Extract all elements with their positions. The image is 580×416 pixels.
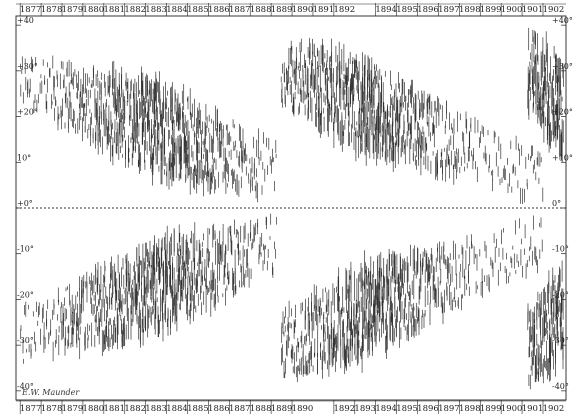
latitude-tick-label: -20° — [552, 290, 569, 299]
year-tick-label: 1884 — [166, 5, 188, 15]
year-tick-label: 1900 — [501, 5, 523, 15]
year-tick-label: 1894 — [375, 5, 397, 15]
year-tick-label: 1885 — [187, 5, 209, 15]
signature: E.W. Maunder — [21, 388, 80, 397]
year-tick-label: 1883 — [145, 404, 167, 414]
latitude-tick-label: +30° — [552, 62, 573, 71]
year-tick-label: 1882 — [124, 404, 146, 414]
year-tick-label: 1892 — [334, 404, 356, 414]
year-tick-label: 1892 — [334, 5, 356, 15]
latitude-tick-label: +0° — [17, 199, 33, 208]
left-latitude-axis: +40 +30° +20° 10° +0° -10° -20° -30° -40° — [16, 16, 38, 392]
year-tick-label: 1891 — [313, 5, 335, 15]
latitude-tick-label: +20° — [552, 108, 573, 117]
latitude-tick-label: 0° — [552, 199, 561, 208]
year-tick-label: 1897 — [438, 404, 460, 414]
year-tick-label: 1901 — [522, 404, 544, 414]
top-year-axis: 1877 1878 1879 1880 1881 1882 1883 1884 1885 1886… — [16, 3, 566, 16]
year-tick-label: 1899 — [480, 404, 502, 414]
year-tick-label: 1900 — [501, 404, 523, 414]
year-tick-label: 1895 — [396, 404, 418, 414]
year-tick-label: 1890 — [292, 404, 314, 414]
year-tick-label: 1902 — [543, 404, 565, 414]
year-tick-label: 1901 — [522, 5, 544, 15]
latitude-tick-label: -40° — [17, 382, 34, 391]
latitude-tick-label: +10° — [552, 153, 573, 162]
latitude-tick-label: +20° — [17, 108, 38, 117]
year-tick-label: 1887 — [229, 5, 251, 15]
year-tick-label: 1902 — [543, 5, 565, 15]
latitude-tick-label: -30° — [552, 336, 569, 345]
year-tick-label: 1898 — [459, 5, 481, 15]
latitude-tick-label: -10° — [552, 245, 569, 254]
right-latitude-axis: +40° +30° +20° +10° 0° -10° -20° -30° -40° — [552, 16, 573, 392]
year-tick-label: 1880 — [83, 404, 105, 414]
year-tick-label: 1890 — [292, 5, 314, 15]
bottom-year-axis: 1877 1878 1879 1880 1881 1882 1883 1884 1885 1886… — [16, 400, 566, 414]
year-tick-label: 1879 — [62, 404, 84, 414]
year-tick-label: 1894 — [375, 404, 397, 414]
sunspot-marks — [20, 27, 564, 390]
year-tick-label: 1886 — [208, 404, 230, 414]
year-tick-label: 1885 — [187, 404, 209, 414]
year-tick-label: 1897 — [438, 5, 460, 15]
year-tick-label: 1884 — [166, 404, 188, 414]
year-tick-label: 1893 — [354, 404, 376, 414]
year-tick-label: 1878 — [41, 404, 63, 414]
latitude-tick-label: -10° — [17, 245, 34, 254]
year-tick-label: 1882 — [124, 5, 146, 15]
year-tick-label: 1896 — [417, 5, 439, 15]
year-tick-label: 1887 — [229, 404, 251, 414]
latitude-tick-label: +40 — [17, 16, 34, 25]
year-tick-label: 1881 — [103, 404, 125, 414]
latitude-tick-label: -20° — [17, 290, 34, 299]
latitude-tick-label: +30° — [17, 62, 38, 71]
year-tick-label: 1888 — [250, 404, 272, 414]
latitude-tick-label: 10° — [17, 153, 31, 162]
year-tick-label: 1878 — [41, 5, 63, 15]
year-tick-label: 1877 — [20, 5, 42, 15]
latitude-tick-label: -40° — [552, 382, 569, 391]
year-tick-label: 1877 — [20, 404, 42, 414]
year-tick-label: 1898 — [459, 404, 481, 414]
year-tick-label: 1889 — [271, 5, 293, 15]
year-tick-label: 1883 — [145, 5, 167, 15]
year-tick-label: 1880 — [83, 5, 105, 15]
year-tick-label: 1895 — [396, 5, 418, 15]
year-tick-label: 1896 — [417, 404, 439, 414]
year-tick-label: 1886 — [208, 5, 230, 15]
year-tick-label: 1889 — [271, 404, 293, 414]
year-tick-label: 1879 — [62, 5, 84, 15]
year-tick-label: 1888 — [250, 5, 272, 15]
year-tick-label: 1881 — [103, 5, 125, 15]
year-tick-label: 1899 — [480, 5, 502, 15]
latitude-tick-label: +40° — [552, 16, 573, 25]
latitude-tick-label: -30° — [17, 336, 34, 345]
